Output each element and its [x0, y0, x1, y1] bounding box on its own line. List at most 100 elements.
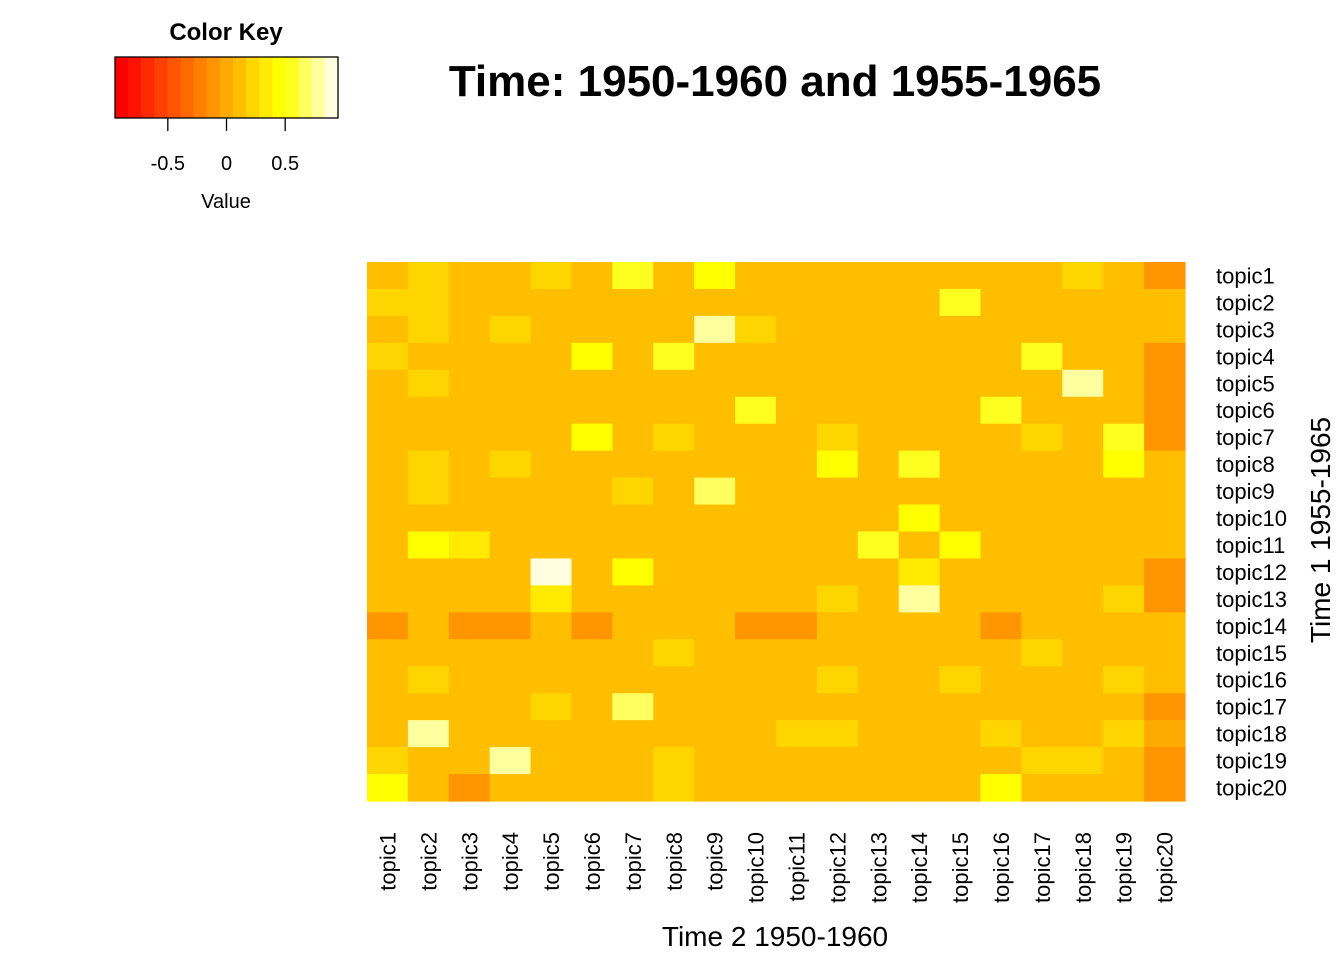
- heatmap-cell: [857, 531, 900, 560]
- heatmap-cell: [857, 477, 900, 506]
- heatmap-cell: [1103, 262, 1145, 290]
- heatmap-cell: [735, 747, 777, 775]
- heatmap-cell: [1103, 504, 1145, 533]
- heatmap-cell: [571, 315, 613, 344]
- heatmap-cell: [612, 450, 654, 479]
- row-label: topic10: [1216, 506, 1287, 531]
- heatmap-cell: [980, 639, 1022, 667]
- heatmap-cell: [735, 639, 777, 667]
- heatmap-cell: [489, 396, 532, 425]
- heatmap-cell: [407, 342, 450, 371]
- heatmap-cell: [735, 396, 777, 425]
- color-key-swatch: [193, 57, 208, 118]
- heatmap-cell: [816, 288, 859, 317]
- heatmap-cell: [530, 639, 573, 667]
- heatmap-cell: [489, 639, 532, 667]
- heatmap-cell: [776, 504, 818, 533]
- heatmap-cell: [489, 288, 532, 317]
- heatmap-cell: [1144, 612, 1186, 640]
- heatmap-cell: [1062, 423, 1104, 452]
- heatmap-cell: [980, 774, 1022, 802]
- row-label: topic1: [1216, 263, 1275, 288]
- heatmap-cell: [612, 342, 654, 371]
- column-label: topic5: [539, 832, 564, 891]
- heatmap-cell: [489, 612, 532, 640]
- heatmap-cell: [694, 450, 736, 479]
- heatmap-cell: [653, 720, 695, 748]
- heatmap-cell: [530, 342, 573, 371]
- row-label: topic16: [1216, 668, 1287, 693]
- heatmap-cell: [1144, 504, 1186, 533]
- heatmap-cell: [612, 531, 654, 560]
- heatmap-cell: [1103, 693, 1145, 721]
- heatmap-cell: [653, 747, 695, 775]
- heatmap-cell: [694, 369, 736, 398]
- heatmap-cell: [571, 450, 613, 479]
- row-label: topic11: [1216, 533, 1285, 558]
- heatmap-cell: [653, 477, 695, 506]
- heatmap-cell: [939, 288, 982, 317]
- color-key-swatch: [154, 57, 169, 118]
- heatmap-cell: [816, 396, 859, 425]
- heatmap-cell: [653, 262, 695, 290]
- heatmap-cell: [694, 747, 736, 775]
- column-label: topic9: [703, 832, 728, 891]
- heatmap-cell: [776, 450, 818, 479]
- heatmap-cell: [980, 396, 1022, 425]
- heatmap-cell: [735, 558, 777, 586]
- heatmap-cell: [653, 342, 695, 371]
- heatmap-cell: [857, 504, 900, 533]
- heatmap-cell: [980, 423, 1022, 452]
- row-label: topic9: [1216, 479, 1275, 504]
- heatmap-cell: [980, 693, 1022, 721]
- color-key-tick-label: 0: [221, 153, 232, 175]
- heatmap-cell: [407, 369, 450, 398]
- heatmap-cell: [612, 666, 654, 694]
- heatmap-cell: [776, 531, 818, 560]
- heatmap-cell: [694, 288, 736, 317]
- heatmap-cell: [735, 477, 777, 506]
- heatmap-cell: [407, 585, 450, 613]
- heatmap-cell: [816, 342, 859, 371]
- heatmap-cell: [776, 639, 818, 667]
- heatmap-cell: [1021, 423, 1063, 452]
- heatmap-cell: [1062, 639, 1104, 667]
- heatmap-cell: [857, 720, 900, 748]
- heatmap-cell: [367, 504, 409, 533]
- heatmap-cell: [653, 666, 695, 694]
- heatmap-cell: [816, 423, 859, 452]
- heatmap-cell: [1103, 774, 1145, 802]
- heatmap-cell: [571, 342, 613, 371]
- heatmap-cell: [776, 747, 818, 775]
- heatmap-cell: [571, 262, 613, 290]
- heatmap-cell: [1021, 720, 1063, 748]
- heatmap-cell: [857, 369, 900, 398]
- heatmap-cell: [1062, 666, 1104, 694]
- heatmap-cell: [530, 558, 573, 586]
- color-key-swatch: [128, 57, 142, 118]
- heatmap-cell: [1144, 262, 1186, 290]
- heatmap-cell: [694, 531, 736, 560]
- heatmap-cell: [612, 504, 654, 533]
- x-axis-label: Time 2 1950-1960: [662, 921, 888, 952]
- heatmap-cell: [735, 693, 777, 721]
- column-label: topic17: [1030, 832, 1055, 903]
- column-label: topic4: [498, 832, 523, 891]
- heatmap-cell: [489, 504, 532, 533]
- heatmap-cell: [1103, 288, 1145, 317]
- heatmap-cell: [898, 369, 941, 398]
- heatmap-cell: [735, 288, 777, 317]
- heatmap-cell: [571, 396, 613, 425]
- heatmap-cell: [1062, 612, 1104, 640]
- heatmap-cell: [571, 423, 613, 452]
- heatmap-cell: [448, 504, 491, 533]
- heatmap-cell: [653, 639, 695, 667]
- heatmap-cell: [612, 477, 654, 506]
- heatmap-cell: [612, 720, 654, 748]
- heatmap-cell: [1062, 262, 1104, 290]
- heatmap-cell: [694, 423, 736, 452]
- column-label: topic15: [948, 832, 973, 903]
- heatmap-cell: [407, 693, 450, 721]
- heatmap-cell: [571, 369, 613, 398]
- row-label: topic14: [1216, 614, 1287, 639]
